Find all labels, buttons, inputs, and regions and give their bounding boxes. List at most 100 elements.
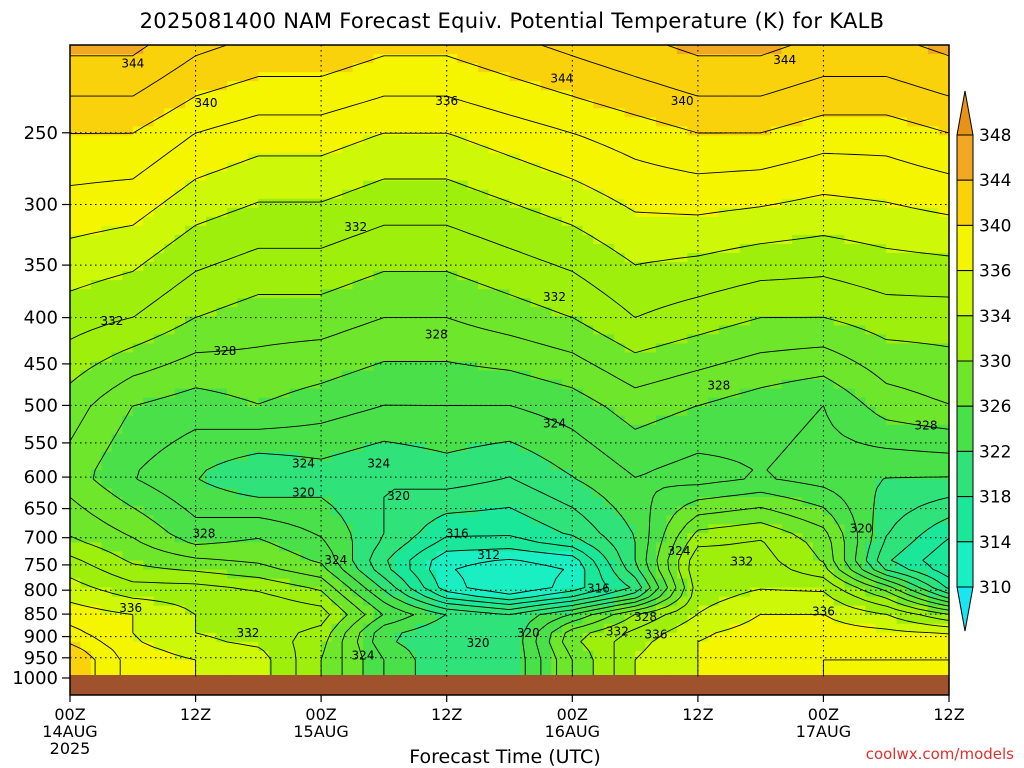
field-cell: [729, 207, 741, 218]
field-cell: [666, 117, 678, 127]
field-cell: [237, 560, 249, 571]
field-cell: [226, 207, 239, 218]
field-cell: [488, 551, 500, 562]
field-cell: [833, 460, 845, 471]
field-cell: [195, 171, 207, 182]
field-cell: [509, 388, 521, 399]
field-cell: [781, 289, 793, 299]
field-cell: [499, 506, 511, 516]
field-cell: [917, 90, 929, 100]
field-cell: [436, 506, 448, 516]
field-cell: [488, 361, 500, 372]
field-cell: [938, 81, 949, 91]
field-cell: [729, 479, 741, 489]
field-cell: [174, 189, 186, 200]
field-cell: [383, 479, 395, 489]
field-cell: [509, 171, 521, 182]
field-cell: [153, 180, 165, 191]
field-cell: [614, 289, 626, 299]
field-cell: [70, 189, 82, 200]
field-cell: [247, 479, 259, 489]
field-cell: [739, 45, 751, 55]
field-cell: [739, 108, 751, 118]
field-cell: [111, 334, 123, 345]
field-cell: [143, 551, 155, 562]
field-cell: [812, 424, 825, 435]
field-cell: [195, 361, 207, 372]
field-cell: [111, 234, 123, 245]
field-cell: [478, 307, 490, 317]
field-cell: [321, 397, 333, 408]
field-cell: [666, 234, 678, 245]
field-cell: [174, 45, 186, 55]
field-cell: [425, 307, 437, 317]
field-cell: [760, 252, 772, 263]
field-cell: [216, 162, 228, 173]
field-cell: [174, 370, 186, 381]
field-cell: [195, 225, 207, 236]
field-cell: [436, 117, 448, 127]
field-cell: [938, 289, 949, 299]
field-cell: [854, 542, 866, 552]
field-cell: [300, 307, 312, 317]
field-cell: [697, 99, 709, 109]
field-cell: [467, 560, 479, 571]
field-cell: [206, 262, 218, 272]
field-cell: [70, 225, 82, 236]
field-cell: [122, 72, 134, 82]
field-cell: [854, 515, 866, 525]
field-cell: [363, 234, 375, 245]
field-cell: [854, 189, 866, 200]
field-cell: [739, 451, 751, 462]
field-cell: [457, 280, 469, 290]
field-cell: [300, 63, 312, 73]
field-cell: [185, 252, 197, 263]
field-cell: [844, 108, 856, 118]
field-cell: [771, 81, 783, 91]
field-cell: [603, 280, 615, 290]
field-cell: [195, 334, 207, 345]
field-cell: [540, 370, 552, 381]
field-cell: [164, 370, 176, 381]
field-cell: [415, 234, 427, 245]
field-cell: [802, 325, 814, 335]
field-cell: [101, 171, 113, 182]
field-cell: [603, 81, 615, 91]
field-cell: [143, 433, 155, 444]
field-cell: [792, 433, 804, 444]
field-cell: [561, 243, 573, 254]
field-cell: [928, 298, 940, 308]
field-cell: [425, 72, 437, 82]
field-cell: [394, 451, 406, 462]
field-cell: [436, 524, 448, 534]
field-cell: [614, 569, 626, 580]
field-cell: [551, 280, 563, 290]
field-cell: [760, 189, 772, 200]
field-cell: [289, 117, 301, 127]
field-cell: [185, 153, 197, 164]
field-cell: [561, 99, 573, 109]
field-cell: [310, 298, 322, 308]
field-cell: [875, 262, 887, 272]
field-cell: [875, 352, 887, 363]
field-cell: [509, 135, 521, 146]
field-cell: [509, 271, 521, 281]
field-cell: [875, 180, 887, 191]
field-cell: [258, 108, 270, 118]
field-cell: [833, 99, 845, 109]
field-cell: [666, 280, 678, 290]
field-cell: [90, 207, 102, 218]
field-cell: [540, 153, 552, 164]
field-cell: [718, 488, 730, 498]
field-cell: [331, 442, 343, 453]
field-cell: [666, 252, 678, 263]
field-cell: [802, 488, 814, 498]
field-cell: [812, 470, 825, 480]
field-cell: [237, 225, 249, 236]
field-cell: [70, 216, 82, 227]
field-cell: [854, 307, 866, 317]
field-cell: [457, 162, 469, 173]
field-cell: [499, 406, 511, 417]
field-cell: [729, 81, 741, 91]
field-cell: [206, 225, 218, 236]
